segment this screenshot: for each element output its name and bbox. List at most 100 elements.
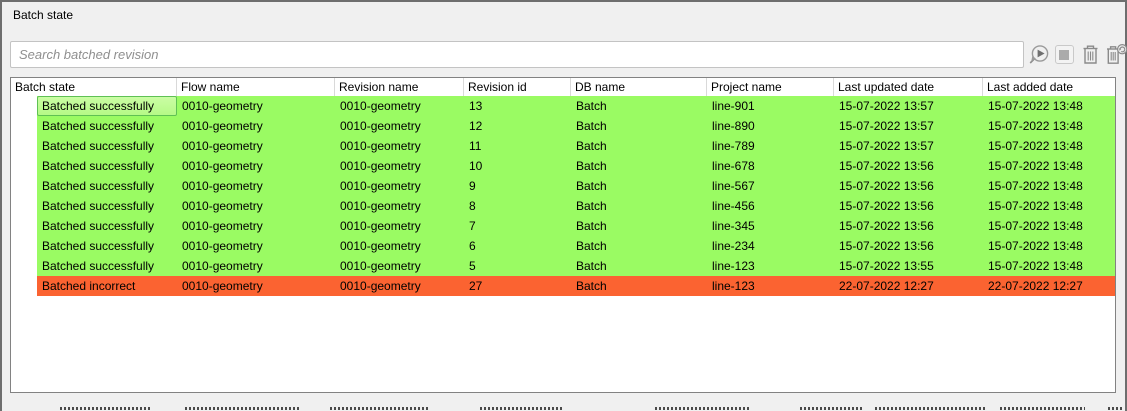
cell-db-name[interactable]: Batch: [576, 99, 607, 113]
cell-flow-name[interactable]: 0010-geometry: [182, 219, 263, 233]
cell-batch-state[interactable]: Batched successfully: [42, 159, 155, 173]
delete-button[interactable]: [1078, 43, 1102, 66]
cell-batch-state[interactable]: Batched successfully: [37, 96, 177, 116]
cell-revision-id[interactable]: 12: [469, 119, 483, 133]
cell-last-added-date[interactable]: 15-07-2022 13:48: [988, 119, 1083, 133]
cell-revision-id[interactable]: 7: [469, 219, 476, 233]
table-row[interactable]: Batched successfully 0010-geometry 0010-…: [11, 196, 1115, 216]
cell-db-name[interactable]: Batch: [576, 139, 607, 153]
cell-revision-name[interactable]: 0010-geometry: [340, 159, 421, 173]
cell-flow-name[interactable]: 0010-geometry: [182, 239, 263, 253]
cell-project-name[interactable]: line-567: [712, 179, 755, 193]
cell-revision-name[interactable]: 0010-geometry: [340, 219, 421, 233]
cell-revision-name[interactable]: 0010-geometry: [340, 239, 421, 253]
stop-button[interactable]: [1052, 43, 1076, 66]
column-header-last-added-date[interactable]: Last added date: [987, 80, 1074, 94]
cell-db-name[interactable]: Batch: [576, 159, 607, 173]
cell-revision-id[interactable]: 6: [469, 239, 476, 253]
cell-flow-name[interactable]: 0010-geometry: [182, 139, 263, 153]
run-button[interactable]: [1026, 43, 1050, 66]
cell-last-added-date[interactable]: 15-07-2022 13:48: [988, 159, 1083, 173]
cell-last-updated-date[interactable]: 15-07-2022 13:56: [839, 159, 934, 173]
cell-last-added-date[interactable]: 15-07-2022 13:48: [988, 139, 1083, 153]
cell-project-name[interactable]: line-890: [712, 119, 755, 133]
table-row[interactable]: Batched incorrect 0010-geometry 0010-geo…: [11, 276, 1115, 296]
table-row[interactable]: Batched successfully 0010-geometry 0010-…: [11, 156, 1115, 176]
cell-last-updated-date[interactable]: 15-07-2022 13:56: [839, 239, 934, 253]
table-row[interactable]: Batched successfully 0010-geometry 0010-…: [11, 136, 1115, 156]
cell-batch-state[interactable]: Batched successfully: [42, 219, 155, 233]
cell-flow-name[interactable]: 0010-geometry: [182, 159, 263, 173]
table-row[interactable]: Batched successfully 0010-geometry 0010-…: [11, 116, 1115, 136]
cell-last-added-date[interactable]: 22-07-2022 12:27: [988, 279, 1083, 293]
cell-project-name[interactable]: line-123: [712, 279, 755, 293]
cell-batch-state[interactable]: Batched incorrect: [42, 279, 136, 293]
cell-revision-id[interactable]: 13: [469, 99, 483, 113]
cell-batch-state[interactable]: Batched successfully: [42, 179, 155, 193]
cell-last-updated-date[interactable]: 15-07-2022 13:55: [839, 259, 934, 273]
cell-last-updated-date[interactable]: 15-07-2022 13:57: [839, 99, 934, 113]
cell-db-name[interactable]: Batch: [576, 199, 607, 213]
cell-project-name[interactable]: line-678: [712, 159, 755, 173]
cell-batch-state[interactable]: Batched successfully: [42, 199, 155, 213]
cell-revision-id[interactable]: 27: [469, 279, 483, 293]
table-row[interactable]: Batched successfully 0010-geometry 0010-…: [11, 96, 1115, 116]
table-row[interactable]: Batched successfully 0010-geometry 0010-…: [11, 256, 1115, 276]
cell-db-name[interactable]: Batch: [576, 239, 607, 253]
cell-batch-state[interactable]: Batched successfully: [42, 139, 155, 153]
search-input[interactable]: [10, 41, 1024, 68]
cell-revision-id[interactable]: 9: [469, 179, 476, 193]
cell-revision-id[interactable]: 11: [469, 139, 482, 153]
cell-last-added-date[interactable]: 15-07-2022 13:48: [988, 259, 1083, 273]
cell-last-updated-date[interactable]: 15-07-2022 13:57: [839, 119, 934, 133]
cell-revision-name[interactable]: 0010-geometry: [340, 279, 421, 293]
cell-last-updated-date[interactable]: 22-07-2022 12:27: [839, 279, 934, 293]
cell-db-name[interactable]: Batch: [576, 119, 607, 133]
table-row[interactable]: Batched successfully 0010-geometry 0010-…: [11, 216, 1115, 236]
column-header-flow-name[interactable]: Flow name: [177, 78, 335, 96]
cell-project-name[interactable]: line-901: [712, 99, 755, 113]
column-header-db-name[interactable]: DB name: [571, 78, 707, 96]
cell-revision-id[interactable]: 5: [469, 259, 476, 273]
table-row[interactable]: Batched successfully 0010-geometry 0010-…: [11, 176, 1115, 196]
cell-last-added-date[interactable]: 15-07-2022 13:48: [988, 219, 1083, 233]
cell-project-name[interactable]: line-123: [712, 259, 755, 273]
cell-flow-name[interactable]: 0010-geometry: [182, 279, 263, 293]
cell-last-added-date[interactable]: 15-07-2022 13:48: [988, 99, 1083, 113]
column-header-last-updated-date[interactable]: Last updated date: [834, 78, 983, 96]
cell-project-name[interactable]: line-345: [712, 219, 755, 233]
cell-last-updated-date[interactable]: 15-07-2022 13:57: [839, 139, 934, 153]
cell-last-updated-date[interactable]: 15-07-2022 13:56: [839, 199, 934, 213]
cell-revision-name[interactable]: 0010-geometry: [340, 259, 421, 273]
cell-batch-state[interactable]: Batched successfully: [42, 259, 155, 273]
cell-project-name[interactable]: line-789: [712, 139, 755, 153]
cell-db-name[interactable]: Batch: [576, 219, 607, 233]
cell-revision-id[interactable]: 10: [469, 159, 483, 173]
cell-project-name[interactable]: line-456: [712, 199, 755, 213]
cell-last-updated-date[interactable]: 15-07-2022 13:56: [839, 219, 934, 233]
cell-last-updated-date[interactable]: 15-07-2022 13:56: [839, 179, 934, 193]
delete-refresh-button[interactable]: [1104, 43, 1127, 66]
cell-revision-name[interactable]: 0010-geometry: [340, 139, 421, 153]
cell-revision-id[interactable]: 8: [469, 199, 476, 213]
cell-last-added-date[interactable]: 15-07-2022 13:48: [988, 179, 1083, 193]
column-header-revision-id[interactable]: Revision id: [464, 78, 571, 96]
cell-project-name[interactable]: line-234: [712, 239, 755, 253]
cell-last-added-date[interactable]: 15-07-2022 13:48: [988, 239, 1083, 253]
cell-flow-name[interactable]: 0010-geometry: [182, 259, 263, 273]
cell-db-name[interactable]: Batch: [576, 179, 607, 193]
column-header-batch-state[interactable]: Batch state: [11, 78, 177, 96]
cell-flow-name[interactable]: 0010-geometry: [182, 199, 263, 213]
column-header-revision-name[interactable]: Revision name: [335, 78, 464, 96]
cell-db-name[interactable]: Batch: [576, 259, 607, 273]
cell-batch-state[interactable]: Batched successfully: [42, 119, 155, 133]
cell-revision-name[interactable]: 0010-geometry: [340, 119, 421, 133]
column-header-project-name[interactable]: Project name: [707, 78, 834, 96]
cell-revision-name[interactable]: 0010-geometry: [340, 199, 421, 213]
cell-batch-state[interactable]: Batched successfully: [42, 239, 155, 253]
cell-flow-name[interactable]: 0010-geometry: [182, 99, 263, 113]
cell-flow-name[interactable]: 0010-geometry: [182, 179, 263, 193]
cell-revision-name[interactable]: 0010-geometry: [340, 99, 421, 113]
cell-db-name[interactable]: Batch: [576, 279, 607, 293]
cell-flow-name[interactable]: 0010-geometry: [182, 119, 263, 133]
